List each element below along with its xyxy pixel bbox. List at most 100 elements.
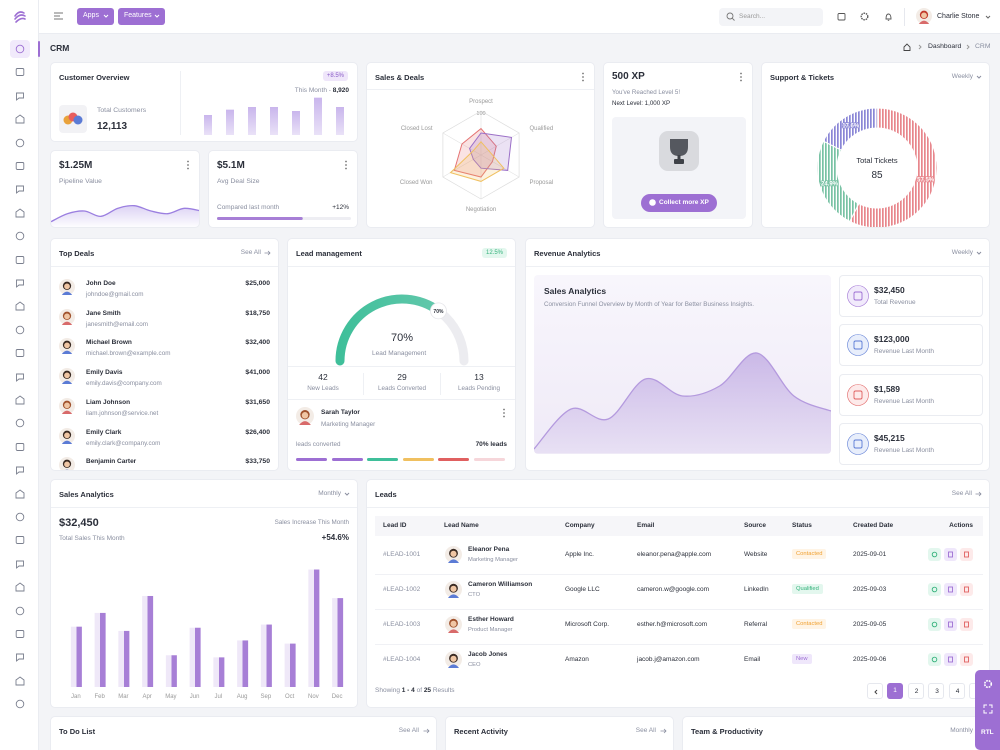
view-button[interactable]: [928, 583, 941, 596]
rtl-toggle[interactable]: RTL: [981, 729, 994, 736]
sidebar-nav-icon[interactable]: [15, 44, 25, 54]
calendar-icon[interactable]: [837, 12, 846, 21]
icon-shape: [15, 208, 25, 218]
sidebar-nav-icon[interactable]: [15, 255, 25, 265]
edit-button[interactable]: [944, 548, 957, 561]
view-button[interactable]: [928, 618, 941, 631]
bar: [204, 115, 212, 135]
sidebar-nav-icon[interactable]: [15, 184, 25, 195]
sidebar-nav-icon[interactable]: [15, 559, 25, 569]
sidebar-nav-icon[interactable]: [15, 512, 25, 522]
sidebar-nav-icon[interactable]: [15, 676, 25, 686]
delete-button[interactable]: [960, 653, 973, 666]
lead-name: Jacob Jones: [468, 651, 508, 658]
notification-icon[interactable]: [884, 12, 893, 21]
icon-stroke: [726, 12, 734, 20]
icon-stroke: [983, 679, 993, 689]
sidebar-nav-icon[interactable]: [15, 465, 25, 476]
sidebar-nav-icon[interactable]: [15, 161, 25, 171]
progress-segment: [473, 458, 505, 461]
features-button[interactable]: Features: [118, 8, 165, 25]
sidebar-nav-icon[interactable]: [15, 138, 25, 148]
sidebar-nav-icon[interactable]: [15, 301, 25, 311]
bar: [118, 630, 130, 687]
sidebar-nav-icon[interactable]: [15, 629, 25, 639]
card-title: Customer Overview: [59, 73, 130, 82]
xp-subtitle: You've Reached Level 5!: [612, 89, 681, 96]
delete-button[interactable]: [960, 548, 973, 561]
sidebar-nav-icon[interactable]: [15, 325, 25, 335]
see-all-link[interactable]: See All: [398, 727, 419, 734]
breadcrumb-current: CRM: [975, 43, 991, 50]
stat-value: $1,589: [874, 383, 900, 394]
see-all-link[interactable]: See All: [240, 249, 261, 256]
sidebar-nav-icon[interactable]: [15, 372, 25, 382]
edit-button[interactable]: [944, 583, 957, 596]
sidebar-nav-icon[interactable]: [15, 442, 25, 452]
apps-button[interactable]: Apps: [77, 8, 114, 25]
period-select[interactable]: Monthly: [318, 490, 341, 497]
stat-value: $45,215: [874, 432, 905, 443]
sidebar-nav-icon[interactable]: [15, 348, 25, 358]
settings-icon[interactable]: [983, 679, 993, 689]
sidebar-nav-icon[interactable]: [15, 67, 25, 77]
sidebar-nav-icon[interactable]: [15, 91, 25, 101]
revenue-stat-card: $1,589 Revenue Last Month: [839, 373, 983, 416]
sidebar-nav-icon[interactable]: [15, 652, 25, 663]
delete-button[interactable]: [960, 618, 973, 631]
sidebar-nav-icon[interactable]: [15, 489, 25, 499]
settings-icon[interactable]: [860, 12, 869, 21]
lead-role: Product Manager: [468, 627, 513, 633]
panel-title: Sales Analytics: [544, 286, 607, 296]
period-select[interactable]: Weekly: [951, 73, 973, 80]
pagination-page[interactable]: 2: [907, 683, 924, 699]
search-box[interactable]: Search...: [719, 8, 823, 26]
pagination-page[interactable]: 3: [928, 683, 944, 699]
page-number[interactable]: 4: [955, 688, 960, 695]
logo-mark: [14, 11, 26, 23]
progress-segment: [367, 458, 398, 461]
sidebar-nav-icon[interactable]: [15, 231, 25, 241]
user-name[interactable]: Charlie Stone: [937, 13, 980, 20]
delete-button[interactable]: [960, 583, 973, 596]
sidebar-nav-icon[interactable]: [15, 395, 25, 405]
see-all-link[interactable]: See All: [635, 727, 656, 734]
breadcrumb-link[interactable]: Dashboard: [928, 43, 962, 50]
page-number[interactable]: 2: [914, 688, 919, 695]
page-number[interactable]: 3: [935, 688, 939, 695]
chevron: [976, 251, 982, 255]
pagination-page[interactable]: 4: [948, 683, 965, 699]
period-select[interactable]: Weekly: [951, 249, 973, 256]
sidebar-nav-icon[interactable]: [15, 606, 25, 616]
see-all-link[interactable]: See All: [951, 490, 972, 497]
edit-button[interactable]: [944, 618, 957, 631]
sidebar-nav-icon[interactable]: [15, 418, 25, 428]
sidebar-nav-icon[interactable]: [15, 582, 25, 592]
icon-glyph: [948, 656, 953, 663]
footer-part: Showing: [375, 687, 400, 694]
edit-button[interactable]: [944, 653, 957, 666]
increase-value: +54.6%: [321, 533, 349, 542]
metric-label: Avg Deal Size: [217, 178, 260, 185]
column-header: Lead ID: [383, 522, 407, 529]
sidebar-nav-icon[interactable]: [15, 208, 25, 218]
page-number[interactable]: 1: [893, 687, 897, 694]
home-icon[interactable]: [903, 43, 911, 51]
sidebar-nav-icon[interactable]: [15, 535, 25, 545]
pagination-prev[interactable]: [867, 683, 883, 699]
x-tick-label: Oct: [285, 694, 295, 700]
sidebar-nav-icon[interactable]: [15, 699, 25, 709]
period-select[interactable]: Monthly: [950, 727, 973, 734]
pagination-page[interactable]: 1: [887, 683, 903, 699]
row-divider: [375, 609, 983, 610]
x-tick-label: Mar: [118, 694, 128, 700]
action-icon: [931, 586, 938, 593]
sidebar-nav-icon[interactable]: [15, 278, 25, 288]
view-button[interactable]: [928, 548, 941, 561]
fullscreen-icon[interactable]: [983, 704, 993, 714]
collect-xp-button[interactable]: Collect more XP: [641, 194, 717, 212]
badge: +8.5%: [322, 71, 348, 81]
sidebar-nav-icon[interactable]: [15, 114, 25, 124]
menu-toggle-icon[interactable]: [54, 12, 63, 20]
view-button[interactable]: [928, 653, 941, 666]
